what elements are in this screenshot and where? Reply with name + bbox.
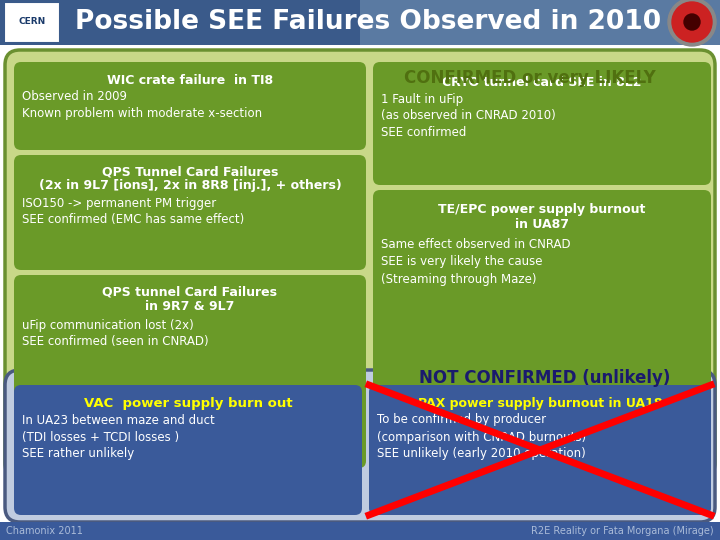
Text: WIC crate failure  in TI8: WIC crate failure in TI8 <box>107 73 273 86</box>
Bar <box>360 0 720 45</box>
Text: (comparison with CNRAD burnouts): (comparison with CNRAD burnouts) <box>377 430 586 443</box>
Text: PAX power supply burnout in UA18: PAX power supply burnout in UA18 <box>418 396 662 409</box>
Text: CONFIRMED or very LIKELY: CONFIRMED or very LIKELY <box>404 69 656 87</box>
Text: in 9R7 & 9L7: in 9R7 & 9L7 <box>145 300 235 314</box>
Text: Observed in 2009: Observed in 2009 <box>22 91 127 104</box>
Bar <box>0 522 720 540</box>
Text: Known problem with moderate x-section: Known problem with moderate x-section <box>22 106 262 119</box>
Text: Same effect observed in CNRAD: Same effect observed in CNRAD <box>381 239 571 252</box>
FancyBboxPatch shape <box>5 50 715 478</box>
FancyBboxPatch shape <box>14 385 362 515</box>
Text: SEE confirmed: SEE confirmed <box>381 126 467 139</box>
FancyBboxPatch shape <box>5 370 715 522</box>
FancyBboxPatch shape <box>14 62 366 150</box>
Text: (Streaming through Maze): (Streaming through Maze) <box>381 273 536 286</box>
Text: QPS Tunnel Card Failures: QPS Tunnel Card Failures <box>102 165 278 179</box>
Text: in UA87: in UA87 <box>515 219 569 232</box>
Text: SEE confirmed (seen in CNRAD): SEE confirmed (seen in CNRAD) <box>22 334 209 348</box>
Circle shape <box>684 14 700 30</box>
Text: NOT CONFIRMED (unlikely): NOT CONFIRMED (unlikely) <box>419 369 671 387</box>
Text: R2E Reality or Fata Morgana (Mirage): R2E Reality or Fata Morgana (Mirage) <box>531 526 714 536</box>
Circle shape <box>668 0 716 46</box>
Text: SEE confirmed (EMC has same effect): SEE confirmed (EMC has same effect) <box>22 213 244 226</box>
Text: uFip communication lost (2x): uFip communication lost (2x) <box>22 319 194 332</box>
Text: Chamonix 2011: Chamonix 2011 <box>6 526 83 536</box>
Text: To be confirmed by producer: To be confirmed by producer <box>377 414 546 427</box>
Text: CRYO tunnel card SEE in 8L2: CRYO tunnel card SEE in 8L2 <box>442 76 642 89</box>
Text: TE/EPC power supply burnout: TE/EPC power supply burnout <box>438 204 646 217</box>
FancyBboxPatch shape <box>373 190 711 468</box>
Circle shape <box>672 2 712 42</box>
Text: (as observed in CNRAD 2010): (as observed in CNRAD 2010) <box>381 110 556 123</box>
Text: SEE is very likely the cause: SEE is very likely the cause <box>381 255 542 268</box>
FancyBboxPatch shape <box>14 155 366 270</box>
FancyBboxPatch shape <box>369 385 711 515</box>
Text: ISO150 -> permanent PM trigger: ISO150 -> permanent PM trigger <box>22 198 216 211</box>
Text: SEE rather unlikely: SEE rather unlikely <box>22 448 134 461</box>
Text: Possible SEE Failures Observed in 2010: Possible SEE Failures Observed in 2010 <box>75 9 661 35</box>
Text: In UA23 between maze and duct: In UA23 between maze and duct <box>22 414 215 427</box>
Bar <box>4 2 60 43</box>
FancyBboxPatch shape <box>373 62 711 185</box>
Text: (TDI losses + TCDI losses ): (TDI losses + TCDI losses ) <box>22 430 179 443</box>
Text: CERN: CERN <box>19 17 45 26</box>
FancyBboxPatch shape <box>14 275 366 468</box>
Text: SEE unlikely (early 2010 operation): SEE unlikely (early 2010 operation) <box>377 448 586 461</box>
Text: VAC  power supply burn out: VAC power supply burn out <box>84 396 292 409</box>
Text: QPS tunnel Card Failures: QPS tunnel Card Failures <box>102 286 277 299</box>
Bar <box>0 0 720 45</box>
Text: 1 Fault in uFip: 1 Fault in uFip <box>381 92 463 105</box>
Text: (2x in 9L7 [ions], 2x in 8R8 [inj.], + others): (2x in 9L7 [ions], 2x in 8R8 [inj.], + o… <box>39 179 341 192</box>
